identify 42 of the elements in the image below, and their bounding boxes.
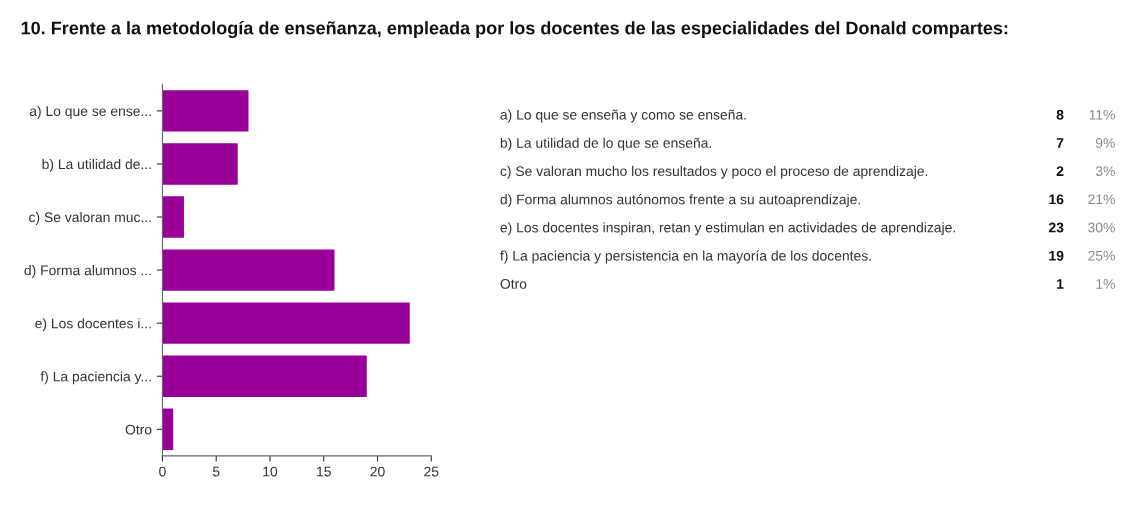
y-tick-label: b) La utilidad de... bbox=[42, 158, 151, 172]
bar bbox=[162, 196, 184, 238]
text: 8 bbox=[1056, 109, 1064, 120]
text: e) Los docentes inspiran, retan y estimulan en actividades de aprendizaje. bbox=[500, 222, 955, 236]
x-tick-label: 25 bbox=[424, 466, 439, 477]
bar bbox=[162, 355, 367, 397]
text: 7 bbox=[1056, 138, 1064, 148]
text: 1% bbox=[1096, 279, 1115, 289]
text: 16 bbox=[1049, 194, 1064, 205]
text: 25% bbox=[1088, 250, 1115, 261]
x-tick-label: 10 bbox=[263, 466, 278, 477]
y-tick-label: e) Los docentes i... bbox=[35, 318, 151, 332]
text: b) La utilidad de lo que se enseña. bbox=[500, 137, 712, 151]
text: 23 bbox=[1048, 222, 1064, 233]
text: 11% bbox=[1089, 109, 1115, 120]
text: f) La paciencia y persistencia en la mayoría de los docentes. bbox=[500, 250, 871, 264]
bar bbox=[162, 143, 238, 185]
bar bbox=[162, 90, 249, 132]
bar bbox=[162, 249, 335, 291]
y-tick-label: Otro bbox=[125, 424, 152, 435]
text: 30% bbox=[1088, 222, 1115, 233]
bar bbox=[162, 302, 410, 344]
text: 10. Frente a la metodología de enseñanza, empleada por los docentes de las especialidades del Donald compartes: bbox=[21, 21, 1008, 39]
text: a) Lo que se enseña y como se enseña. bbox=[500, 109, 746, 123]
y-tick-label: f) La paciencia y... bbox=[40, 371, 151, 385]
text: 21% bbox=[1088, 194, 1115, 205]
text: 9% bbox=[1095, 138, 1115, 148]
bar bbox=[162, 408, 174, 451]
x-tick-label: 20 bbox=[370, 466, 385, 477]
text: 1 bbox=[1057, 279, 1064, 289]
text: 2 bbox=[1056, 166, 1064, 176]
x-tick-label: 5 bbox=[212, 466, 220, 477]
y-tick-label: c) Se valoran muc... bbox=[29, 211, 151, 225]
text: 19 bbox=[1049, 250, 1064, 261]
y-tick-label: d) Forma alumnos ... bbox=[24, 265, 151, 278]
x-tick-label: 15 bbox=[317, 466, 331, 477]
text: 3% bbox=[1095, 166, 1115, 177]
x-tick-label: 0 bbox=[159, 466, 166, 477]
text: d) Forma alumnos autónomos frente a su autoaprendizaje. bbox=[500, 193, 860, 208]
y-tick-label: a) Lo que se ense... bbox=[29, 105, 151, 119]
text: c) Se valoran mucho los resultados y poco el proceso de aprendizaje. bbox=[500, 165, 928, 179]
text: Otro bbox=[500, 279, 527, 289]
